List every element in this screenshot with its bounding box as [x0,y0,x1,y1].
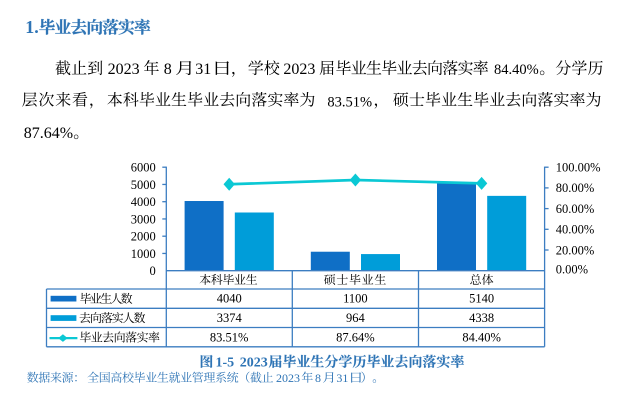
svg-text:4338: 4338 [469,311,494,325]
svg-text:2023: 2023 [276,371,300,385]
svg-text:1-5: 1-5 [216,356,235,371]
svg-text:87.64%: 87.64% [24,125,73,142]
svg-text:83.51%: 83.51% [327,94,372,110]
svg-text:87.64%: 87.64% [336,330,375,344]
svg-text:4000: 4000 [131,195,156,209]
svg-text:1.: 1. [25,17,39,37]
svg-text:964: 964 [346,311,366,325]
svg-text:2023: 2023 [283,61,315,78]
svg-text:8: 8 [315,371,321,385]
svg-text:3374: 3374 [217,311,243,325]
svg-text:6000: 6000 [131,161,156,175]
svg-text:100.00%: 100.00% [556,161,601,175]
svg-text:1000: 1000 [131,247,156,261]
svg-text:2023: 2023 [108,61,140,78]
svg-text:31: 31 [336,371,348,385]
svg-text:20.00%: 20.00% [556,243,595,257]
svg-text:4040: 4040 [217,292,242,306]
svg-text:2023: 2023 [240,356,268,371]
svg-text:60.00%: 60.00% [556,202,595,216]
svg-text:0.00%: 0.00% [556,263,588,277]
svg-text:5140: 5140 [469,292,494,306]
svg-text:0: 0 [150,264,156,278]
svg-text:84.40%: 84.40% [494,62,539,78]
svg-text:5000: 5000 [131,178,156,192]
svg-text:3000: 3000 [131,212,156,226]
svg-text:80.00%: 80.00% [556,181,595,195]
svg-text:40.00%: 40.00% [556,223,595,237]
svg-text:8: 8 [164,61,172,78]
svg-text:84.40%: 84.40% [462,330,501,344]
svg-text:1100: 1100 [343,292,368,306]
svg-text:83.51%: 83.51% [210,330,249,344]
svg-text:2000: 2000 [131,230,156,244]
svg-text:31: 31 [195,61,211,78]
